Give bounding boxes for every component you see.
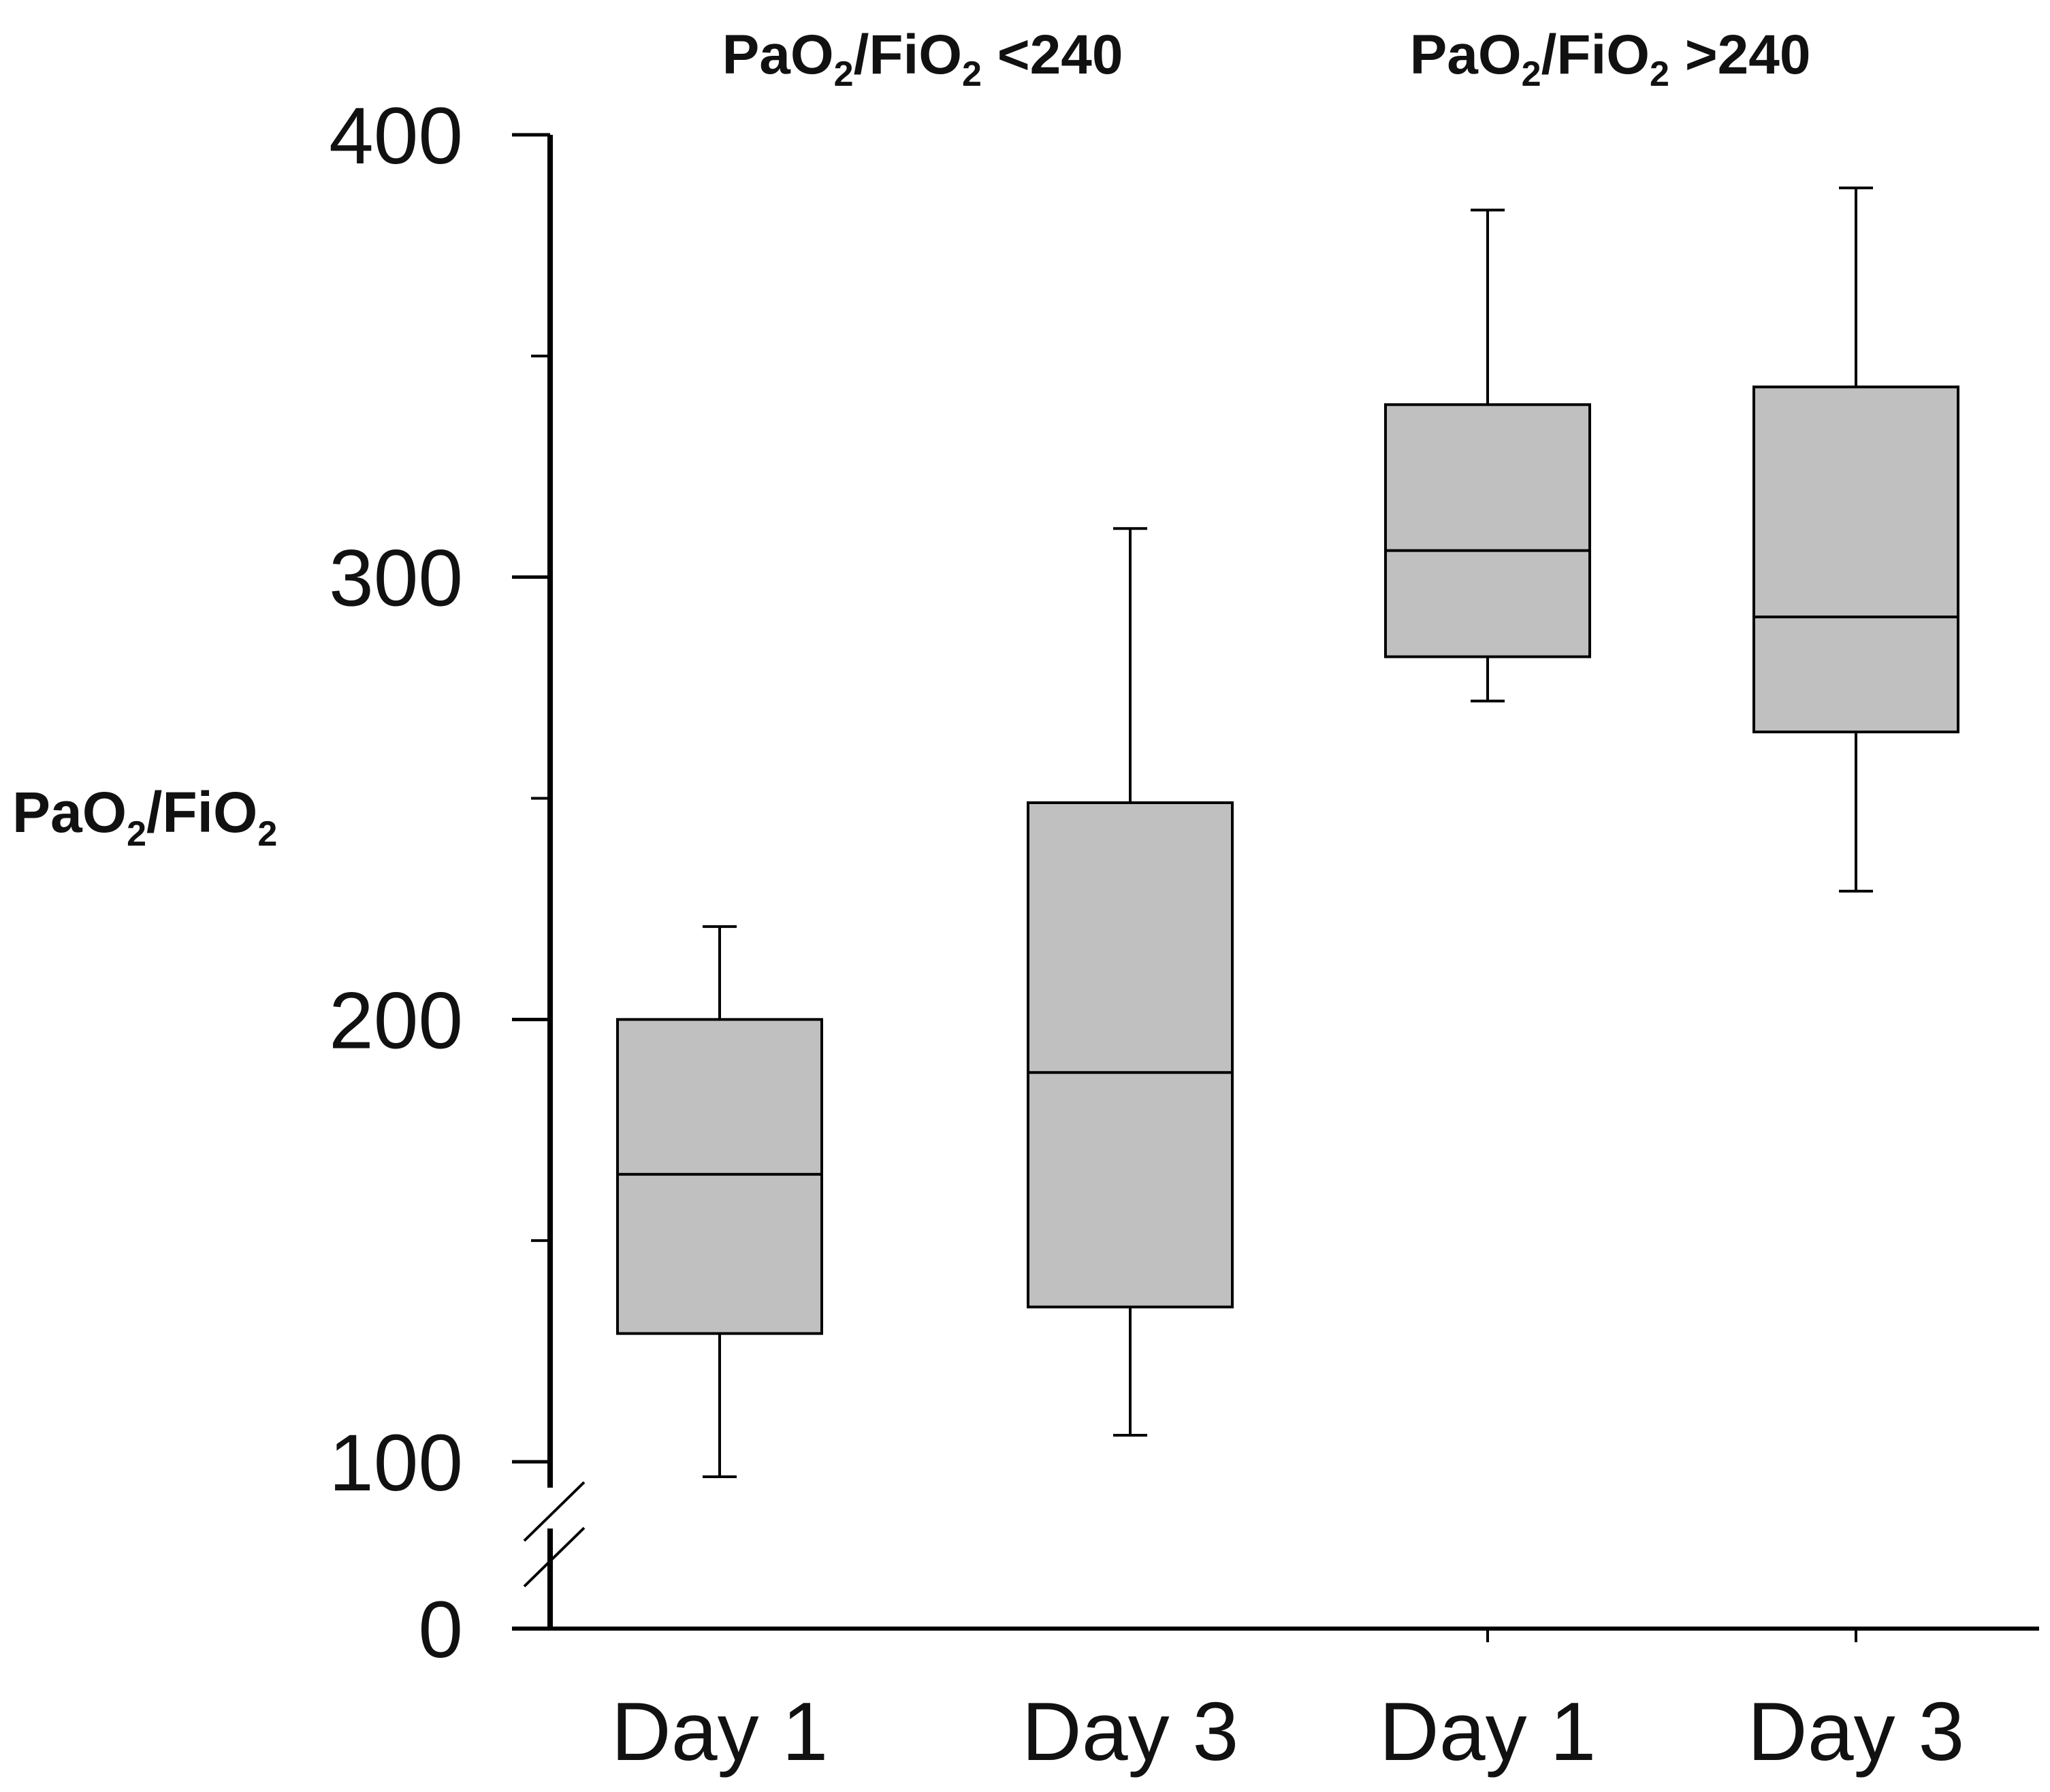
x-category-label: Day 3 [1022, 1685, 1239, 1778]
group-label: PaO2/FiO2 >240 [1410, 24, 1811, 94]
x-category-label: Day 1 [1379, 1685, 1597, 1778]
axis-break-mark [523, 1481, 586, 1542]
boxes [616, 186, 1959, 1479]
group-label: PaO2/FiO2 <240 [722, 24, 1123, 94]
iqr-box [1384, 403, 1591, 658]
iqr-box [1752, 385, 1959, 734]
x-category-label: Day 3 [1748, 1685, 1965, 1778]
axis-break-mark [523, 1526, 586, 1588]
box-4 [1752, 186, 1959, 893]
box-3 [1384, 208, 1591, 703]
y-axis-label: PaO2/FiO2 [12, 780, 277, 854]
box-2 [1027, 527, 1234, 1437]
y-tick-label: 0 [418, 1585, 463, 1675]
labels: 0 100 200 300 400 Day 1 Day 3 Day 1 Day 3 PaO2/Fi… [12, 24, 1964, 1778]
y-tick-label: 200 [329, 976, 463, 1066]
iqr-box [616, 1018, 823, 1335]
x-category-label: Day 1 [611, 1685, 829, 1778]
axes [512, 133, 2039, 1642]
y-tick-label: 400 [329, 91, 463, 181]
y-tick-label: 100 [329, 1418, 463, 1508]
y-tick-label: 300 [329, 534, 463, 624]
box-1 [616, 925, 823, 1479]
iqr-box [1027, 801, 1234, 1309]
